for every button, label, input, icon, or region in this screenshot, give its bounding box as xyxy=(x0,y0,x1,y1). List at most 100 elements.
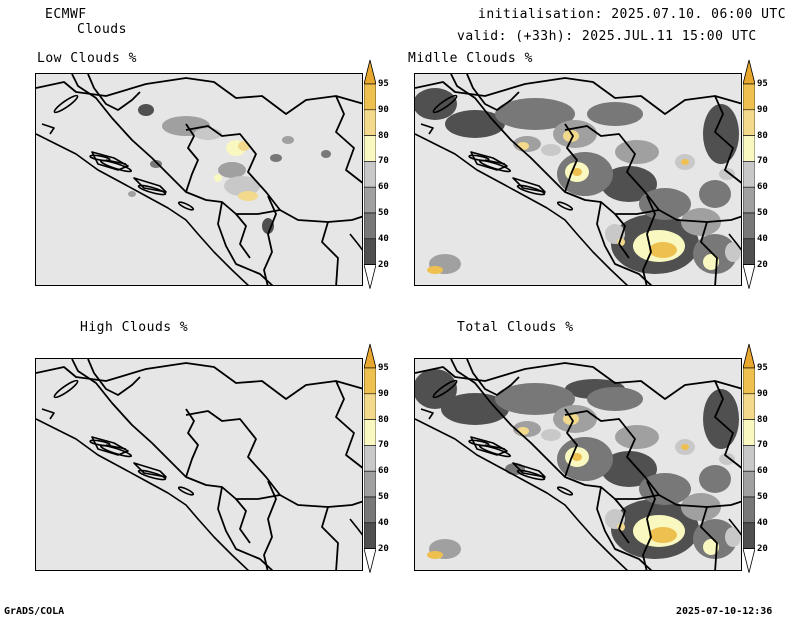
valid-time-label: valid: (+33h): 2025.JUL.11 15:00 UTC xyxy=(457,29,757,44)
cloud-area-middle-20 xyxy=(725,242,741,262)
colorbar-segment-5 xyxy=(743,419,755,446)
colorbar-tick-label: 70 xyxy=(757,156,768,167)
island-low-4 xyxy=(89,154,111,162)
border-line-total-4 xyxy=(564,410,660,496)
border-line-total-7 xyxy=(614,498,630,544)
colorbar-tick-label: 40 xyxy=(378,233,389,244)
colorbar-segment-4 xyxy=(364,445,376,472)
cloud-area-total-29 xyxy=(572,453,582,461)
colorbar-segment-6 xyxy=(364,393,376,420)
colorbar-tick-label: 70 xyxy=(378,440,389,451)
island-middle-1 xyxy=(478,159,512,173)
island-total-1 xyxy=(478,444,512,458)
map-middle-clouds xyxy=(414,73,742,286)
coastline-middle-0 xyxy=(415,133,629,285)
island-total-4 xyxy=(468,439,490,447)
coastline-high-5 xyxy=(349,518,362,536)
map-high-clouds xyxy=(35,358,363,571)
colorbar-tick-label: 90 xyxy=(757,388,768,399)
colorbar-tick-label: 50 xyxy=(757,208,768,218)
cloud-area-middle-2 xyxy=(601,166,657,202)
border-line-middle-2 xyxy=(466,74,520,111)
cloud-area-middle-10 xyxy=(699,180,731,208)
colorbar-segment-1 xyxy=(743,522,755,549)
border-line-high-4 xyxy=(185,410,281,496)
island-low-2 xyxy=(137,184,167,196)
island-middle-3 xyxy=(556,201,574,211)
border-line-low-7 xyxy=(235,213,251,259)
island-low-0 xyxy=(53,94,79,114)
map-total-clouds xyxy=(414,358,742,571)
border-line-high-0 xyxy=(36,362,362,400)
cloud-area-total-6 xyxy=(495,383,575,415)
coastline-middle-1 xyxy=(420,123,434,135)
colorbar-tick-label: 95 xyxy=(378,79,389,89)
colorbar-segment-4 xyxy=(743,161,755,188)
island-middle-4 xyxy=(468,154,490,162)
cloud-area-low-14 xyxy=(238,191,258,201)
colorbar-tick-label: 20 xyxy=(757,543,768,554)
colorbar-segment-2 xyxy=(743,212,755,240)
island-low-3 xyxy=(177,201,195,211)
colorbar-bottom-arrow xyxy=(364,548,376,573)
colorbar-tick-label: 50 xyxy=(757,492,768,502)
map-svg-middle xyxy=(415,74,741,285)
border-line-high-1 xyxy=(71,359,362,508)
colorbar-segment-4 xyxy=(364,161,376,188)
cloud-area-total-31 xyxy=(681,444,689,450)
cloud-area-middle-0 xyxy=(415,88,457,120)
island-high-2 xyxy=(137,469,167,481)
colorbar-svg-0 xyxy=(364,59,376,289)
legend-colorbar-middle: 95 90 80 70 60 50 40 20 xyxy=(743,58,783,290)
border-line-low-1 xyxy=(71,74,362,223)
border-line-low-0 xyxy=(36,77,362,115)
coastline-low-5 xyxy=(349,233,362,251)
colorbar-tick-label: 40 xyxy=(378,517,389,528)
border-line-low-6 xyxy=(263,195,277,285)
island-low-1 xyxy=(99,159,133,173)
colorbar-top-arrow xyxy=(364,59,376,85)
colorbar-segment-1 xyxy=(364,238,376,265)
panel-title-total: Total Clouds % xyxy=(457,320,574,335)
cloud-area-middle-13 xyxy=(615,140,659,164)
colorbar-segment-5 xyxy=(364,419,376,446)
map-low-clouds xyxy=(35,73,363,286)
island-high-0 xyxy=(53,379,79,399)
colorbar-tick-label: 50 xyxy=(378,208,389,218)
legend-colorbar-low: 95 90 80 70 60 50 40 20 xyxy=(364,58,404,290)
cloud-area-total-7 xyxy=(587,387,643,411)
colorbar-tick-label: 60 xyxy=(757,182,768,193)
map-svg-total xyxy=(415,359,741,570)
colorbar-bottom-arrow xyxy=(743,264,755,289)
colorbar-tick-label: 90 xyxy=(378,104,389,115)
product-label: Clouds xyxy=(77,22,127,37)
cloud-area-middle-23 xyxy=(703,254,719,270)
map-svg-high xyxy=(36,359,362,570)
border-line-low-5 xyxy=(217,201,274,285)
colorbar-tick-label: 95 xyxy=(757,79,768,89)
island-high-4 xyxy=(89,439,111,447)
map-svg-low xyxy=(36,74,362,285)
coastline-middle-2 xyxy=(470,151,508,171)
panel-title-low: Low Clouds % xyxy=(37,51,137,66)
colorbar-svg-1 xyxy=(743,59,755,289)
coastline-high-0 xyxy=(36,418,250,570)
cloud-area-middle-6 xyxy=(587,102,643,126)
colorbar-tick-label: 60 xyxy=(378,466,389,477)
island-total-2 xyxy=(516,469,546,481)
colorbar-top-arrow xyxy=(364,343,376,369)
colorbar-segment-6 xyxy=(364,109,376,136)
cloud-area-low-8 xyxy=(128,191,136,197)
cloud-area-total-15 xyxy=(615,425,659,449)
cloud-area-middle-8 xyxy=(639,188,691,220)
coastline-middle-5 xyxy=(728,233,741,251)
coastline-total-2 xyxy=(470,436,508,456)
colorbar-tick-label: 70 xyxy=(378,156,389,167)
island-total-3 xyxy=(556,486,574,496)
cloud-area-middle-30 xyxy=(427,266,443,274)
colorbar-segment-3 xyxy=(364,186,376,214)
coastline-low-1 xyxy=(41,123,55,135)
island-high-3 xyxy=(177,486,195,496)
cloud-area-low-0 xyxy=(138,104,154,116)
